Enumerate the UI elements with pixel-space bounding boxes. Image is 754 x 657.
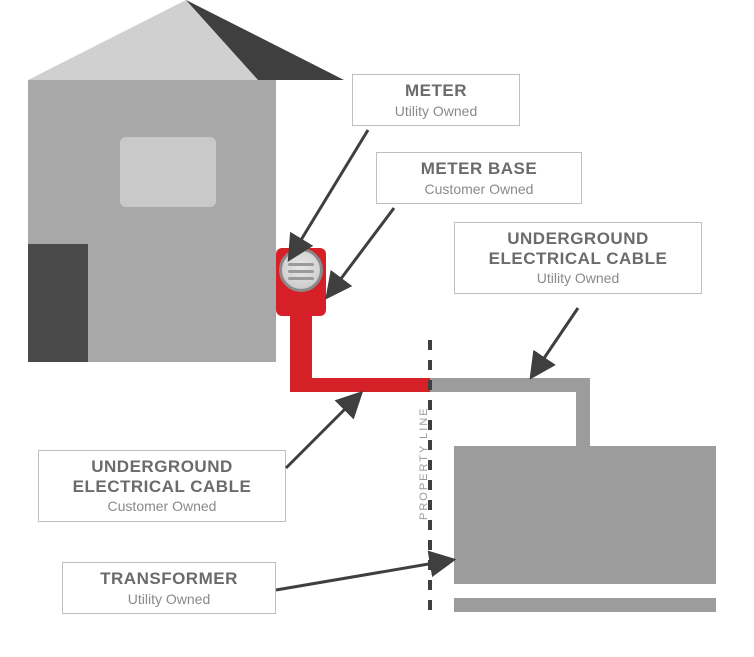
arrow-transformer <box>0 0 754 657</box>
